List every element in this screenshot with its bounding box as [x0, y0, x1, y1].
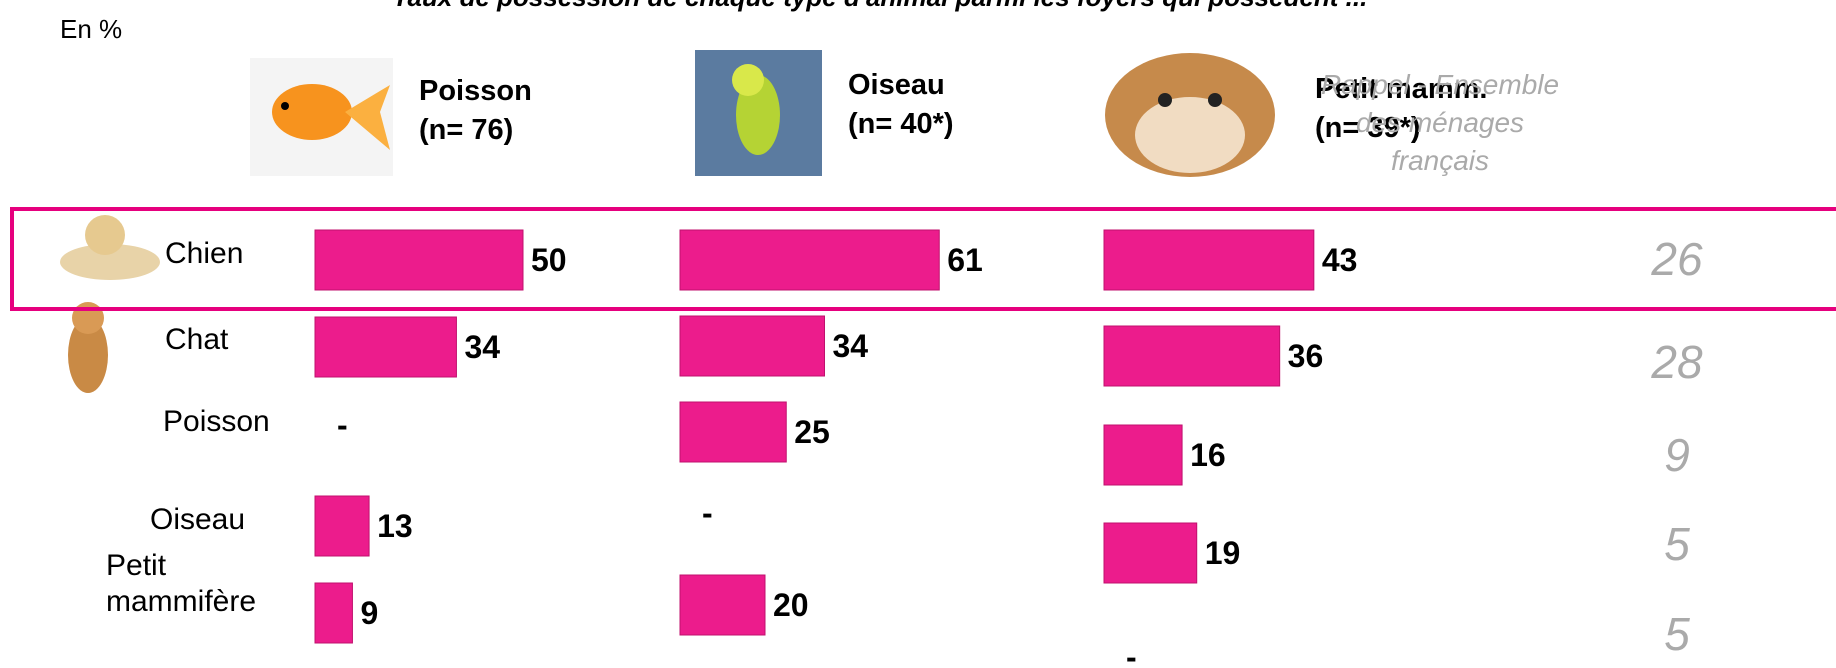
panel-title: Oiseau [848, 69, 945, 101]
row-label: Chat [165, 323, 229, 356]
value-label: 34 [833, 328, 869, 364]
value-label: 9 [360, 595, 378, 631]
value-label: 50 [531, 242, 567, 278]
bar [314, 582, 353, 644]
empty-label: - [337, 407, 348, 443]
panel-title: Petit mamm. [1315, 73, 1487, 105]
bar [1103, 325, 1281, 387]
row-label: Oiseau [150, 503, 246, 536]
bar [679, 574, 766, 636]
panel-subtitle: (n= 76) [419, 114, 513, 146]
bar [679, 401, 787, 463]
value-label: 19 [1205, 535, 1241, 571]
bar [314, 495, 370, 557]
hamster-image [1105, 53, 1275, 177]
bar [679, 229, 940, 291]
empty-label: - [1126, 639, 1137, 668]
highlight [10, 207, 1836, 311]
bar [1103, 229, 1315, 291]
dog-image [60, 215, 160, 280]
row-label: Poisson [163, 405, 270, 438]
empty-label: - [702, 495, 713, 531]
value-label: 36 [1288, 338, 1324, 374]
reference-value: 9 [1664, 429, 1690, 481]
bird-image [695, 50, 822, 176]
bar [314, 229, 524, 291]
panel-title: Poisson [419, 75, 532, 107]
title: Taux de possession de chaque type d'anim… [393, 0, 1368, 12]
value-label: 25 [794, 414, 830, 450]
row-label: Petit mammifère [106, 549, 257, 618]
reference-value: 5 [1664, 608, 1690, 660]
bar [679, 315, 825, 377]
reference-value: 26 [1650, 233, 1703, 285]
value-label: 20 [773, 587, 809, 623]
value-label: 43 [1322, 242, 1358, 278]
bar [1103, 424, 1183, 486]
value-label: 13 [377, 508, 413, 544]
bar [314, 316, 457, 378]
value-label: 61 [947, 242, 983, 278]
row-label: Chien [165, 237, 244, 270]
reference-value: 5 [1664, 518, 1690, 570]
value-label: 34 [464, 329, 500, 365]
value-label: 16 [1190, 437, 1226, 473]
fish-image [250, 58, 393, 176]
panel-subtitle: (n= 40*) [848, 108, 954, 140]
unit-label: En % [60, 14, 122, 44]
panel-subtitle: (n= 39*) [1315, 112, 1421, 144]
bar [1103, 522, 1198, 584]
reference-title: Rappel - Ensemble des ménages français [1320, 69, 1560, 176]
cat-image [68, 302, 108, 393]
reference-value: 28 [1650, 336, 1703, 388]
